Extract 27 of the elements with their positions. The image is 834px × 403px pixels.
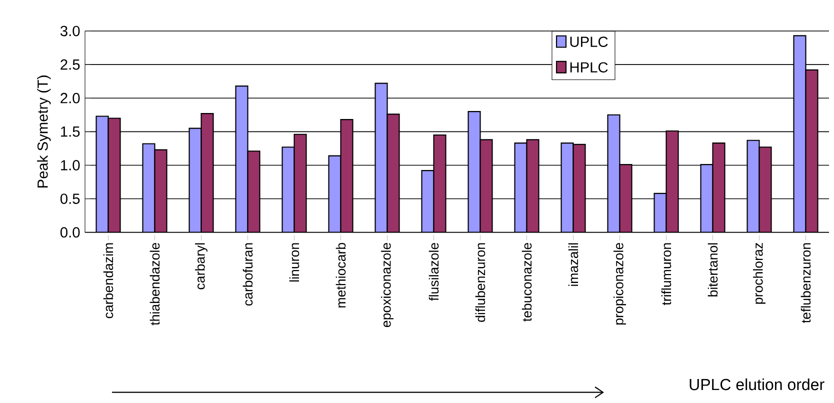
y-tick-label: 1.5 (61, 126, 80, 137)
x-tick-label: carbofuran (242, 243, 253, 306)
x-tick-label: diflubenzuron (475, 243, 486, 322)
x-tick-label: tebuconazole (522, 242, 532, 322)
text: UPLC elution order (690, 378, 824, 390)
x-tick-label: propiconazole (614, 242, 626, 325)
x-tick-label: methiocarb (336, 242, 346, 308)
legend-label: UPLC (570, 36, 608, 47)
x-tick-label: epoxiconazole (381, 242, 394, 328)
x-tick-label: thiabendazole (150, 242, 160, 326)
y-tick-label: 2.5 (60, 59, 80, 70)
x-tick-label: prochloraz (753, 243, 766, 304)
y-tick-label: 3.0 (60, 26, 80, 36)
y-axis-title: Peak Symetry (T) (37, 76, 51, 188)
y-tick-label: 0.5 (60, 194, 80, 204)
x-tick-label: triflumuron (661, 243, 672, 306)
x-tick-label: carbendazim (103, 243, 114, 318)
y-tick-label: 2.0 (60, 92, 80, 104)
legend-label: HPLC (570, 62, 608, 73)
x-tick-label: teflubenzuron (800, 243, 811, 323)
x-tick-label: carbaryl (195, 243, 208, 290)
x-tick-label: flusilazole (428, 242, 439, 301)
y-tick-label: 0.0 (60, 227, 80, 238)
x-tick-label: bitertanol (708, 243, 718, 296)
x-tick-label: linuron (289, 243, 300, 282)
x-tick-label: imazalil (568, 243, 578, 286)
y-tick-label: 1.0 (61, 160, 80, 170)
